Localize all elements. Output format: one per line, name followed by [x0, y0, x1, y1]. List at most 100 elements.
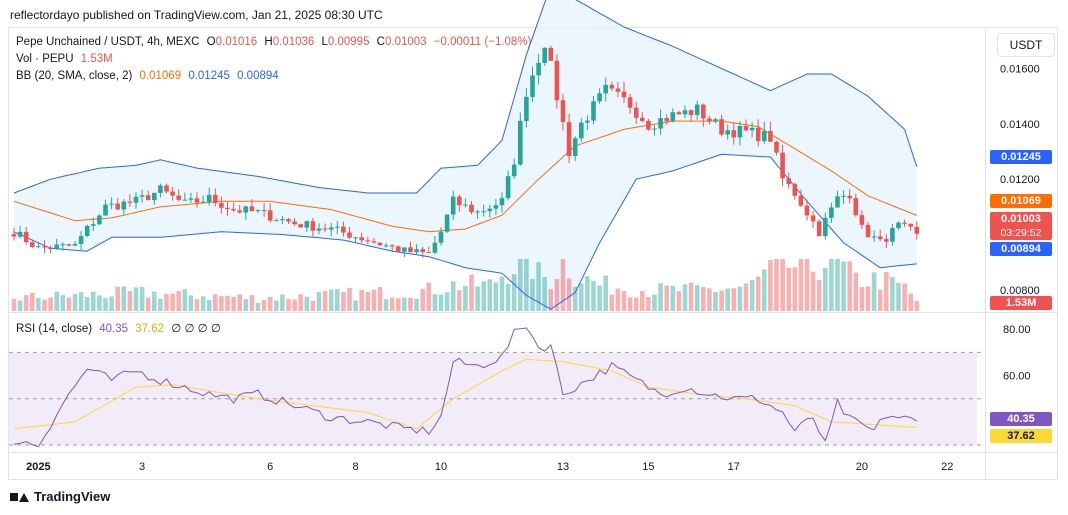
candle-body [17, 231, 23, 237]
volume-bar [579, 283, 584, 311]
time-tick-label: 22 [941, 461, 953, 473]
candle-body [91, 224, 96, 226]
ohlc-close: C0.01003 [376, 36, 427, 48]
candle-body [30, 242, 35, 247]
volume-bar [164, 294, 169, 311]
candle-body [194, 198, 200, 203]
candle-body [780, 152, 785, 179]
candle-body [420, 249, 425, 252]
candle-body [286, 219, 291, 222]
candle-body [652, 128, 657, 130]
volume-bar [719, 290, 724, 311]
candle-body [274, 220, 279, 222]
volume-bar [560, 259, 566, 311]
candle-body [158, 185, 163, 193]
volume-bar [450, 281, 456, 311]
candle-body [914, 226, 920, 234]
candle-body [182, 199, 188, 201]
volume-bar [505, 284, 511, 311]
time-tick-label: 2025 [26, 461, 50, 473]
volume-bar [298, 294, 303, 311]
tradingview-brand: TradingView [34, 489, 111, 504]
volume-bar [694, 285, 700, 311]
volume-bar [725, 288, 730, 311]
bb-legend[interactable]: BB (20, SMA, close, 2) 0.01069 0.01245 0… [16, 70, 283, 82]
candle-body [109, 203, 114, 205]
candle-body [121, 201, 127, 210]
candle-body [396, 246, 401, 252]
candle-body [676, 112, 682, 115]
volume-bar [408, 297, 413, 311]
volume-bar [261, 299, 267, 311]
candle-body [841, 195, 846, 197]
candle-body [432, 242, 438, 253]
volume-bar [365, 291, 371, 311]
volume-bar [743, 283, 749, 311]
volume-bar [237, 294, 242, 311]
candle-body [450, 196, 456, 215]
volume-bar [91, 291, 96, 311]
candle-body [646, 120, 651, 130]
candle-body [774, 141, 779, 153]
bb-lower-value: 0.00894 [237, 70, 279, 82]
candle-body [804, 205, 810, 216]
volume-bar [152, 291, 157, 311]
candle-body [579, 122, 584, 139]
candle-body [42, 246, 47, 248]
currency-selector[interactable]: USDT [997, 33, 1055, 57]
candle-body [11, 233, 17, 237]
candle-body [206, 194, 212, 202]
volume-bar [335, 289, 340, 311]
volume-bar [749, 280, 755, 311]
ohlc-low: L0.00995 [321, 36, 370, 48]
candle-body [810, 215, 816, 222]
volume-bar [481, 281, 486, 311]
volume-bar [566, 278, 572, 311]
candle-body [145, 195, 151, 200]
volume-bar [798, 259, 804, 311]
bb-upper-value: 0.01245 [188, 70, 230, 82]
volume-bar [115, 286, 120, 311]
volume-bar [396, 298, 401, 311]
candle-body [127, 201, 133, 203]
bar-countdown: 03:29:52 [1000, 227, 1042, 239]
volume-bar [194, 299, 200, 311]
rsi-tick-label: 80.00 [1003, 324, 1031, 336]
candle-body [530, 75, 535, 97]
candle-body [48, 247, 53, 249]
volume-bar [97, 295, 102, 311]
symbol-title[interactable]: Pepe Unchained / USDT, 4h, MEXC [16, 36, 200, 48]
volume-bar [414, 298, 419, 311]
candle-body [188, 198, 194, 200]
tradingview-logo-icon [10, 491, 30, 503]
volume-bar [646, 297, 651, 311]
candle-body [640, 117, 645, 121]
candle-body [719, 119, 724, 135]
candle-body [481, 211, 486, 213]
rsi-legend[interactable]: RSI (14, close) 40.35 37.62 ∅ ∅ ∅ ∅ [16, 321, 225, 335]
candle-body [633, 107, 639, 118]
time-tick-label: 10 [435, 461, 447, 473]
volume-bar [42, 299, 47, 311]
candle-body [219, 203, 224, 208]
candle-body [347, 232, 352, 238]
candle-body [341, 226, 346, 233]
volume-bar [670, 285, 676, 311]
candle-body [597, 93, 602, 102]
volume-legend[interactable]: Vol · PEPU 1.53M [16, 53, 117, 65]
candle-body [316, 228, 322, 231]
candle-body [853, 198, 859, 216]
candle-body [664, 118, 669, 122]
volume-bar [676, 291, 682, 311]
bb-label: BB (20, SMA, close, 2) [16, 70, 133, 82]
volume-bar [713, 291, 718, 311]
rsi-ma-line [13, 358, 917, 430]
candle-body [389, 245, 395, 247]
volume-bar [585, 276, 590, 311]
tradingview-footer[interactable]: TradingView [10, 489, 110, 504]
candle-body [554, 60, 560, 101]
volume-bar [633, 297, 639, 311]
volume-bar [267, 297, 273, 311]
time-tick-label: 17 [728, 461, 740, 473]
